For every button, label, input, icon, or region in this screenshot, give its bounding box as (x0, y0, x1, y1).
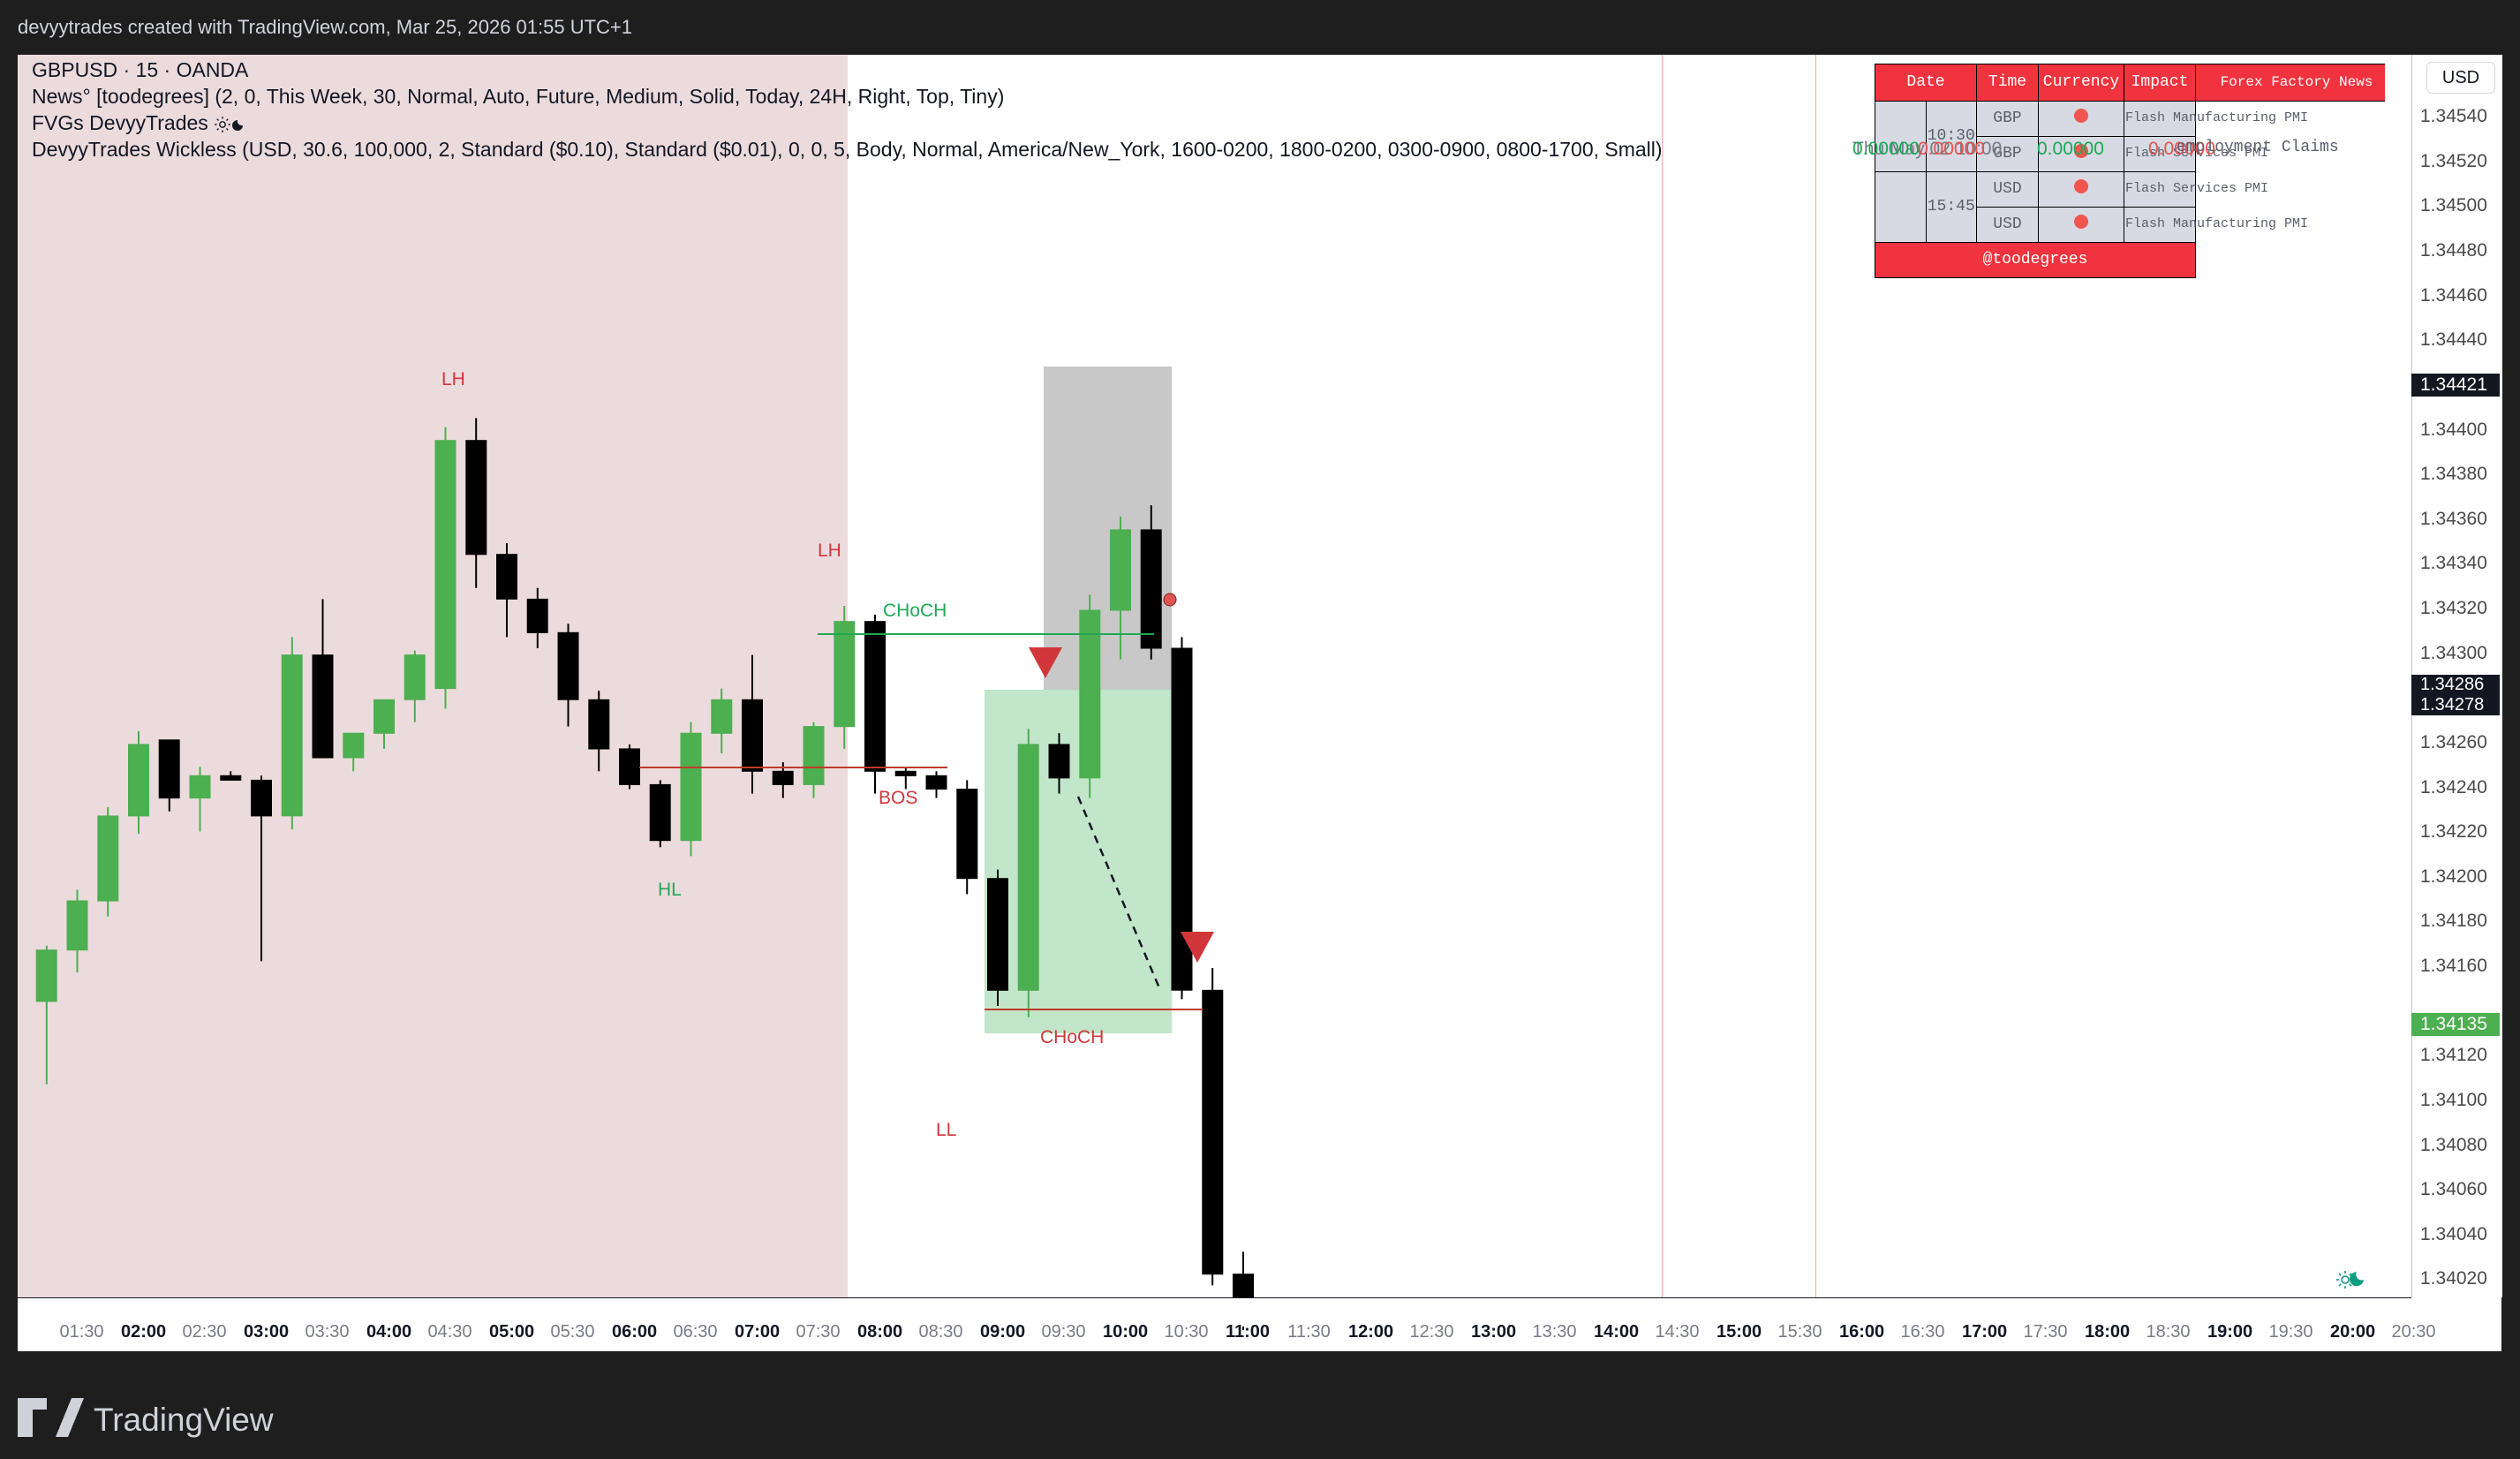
svg-text:TradingView: TradingView (94, 1402, 274, 1438)
